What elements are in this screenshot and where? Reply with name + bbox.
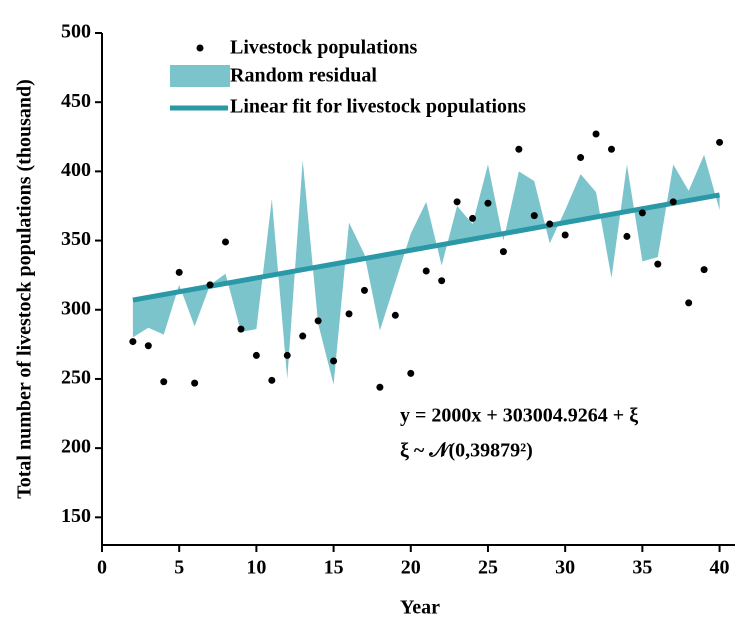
data-point: [283, 351, 291, 359]
data-point: [129, 338, 137, 346]
data-point: [360, 286, 368, 294]
x-tick-label: 30: [555, 557, 575, 579]
data-point: [438, 277, 446, 285]
data-point: [222, 238, 230, 246]
y-tick-label: 250: [61, 367, 91, 389]
data-point: [144, 342, 152, 350]
x-tick-label: 0: [97, 557, 107, 579]
data-point: [314, 317, 322, 325]
x-tick-label: 5: [174, 557, 184, 579]
fit-line: [132, 192, 721, 303]
data-point: [638, 209, 646, 217]
data-point: [299, 332, 307, 340]
x-axis-title: Year: [400, 597, 440, 619]
residual-band: [132, 154, 720, 385]
legend-label: Random residual: [230, 65, 377, 87]
data-point: [561, 231, 569, 239]
legend-label: Livestock populations: [230, 37, 417, 59]
y-tick-label: 400: [61, 159, 91, 181]
y-tick-label: 150: [61, 505, 91, 527]
data-point: [607, 145, 615, 153]
x-tick-label: 35: [632, 557, 652, 579]
y-tick-label: 500: [61, 21, 91, 43]
x-tick-label: 10: [246, 557, 266, 579]
data-point: [623, 232, 631, 240]
data-point: [376, 383, 384, 391]
data-point: [237, 325, 245, 333]
y-tick-label: 300: [61, 297, 91, 319]
data-point: [330, 357, 338, 365]
data-point: [268, 376, 276, 384]
equation: y = 2000x + 303004.9264 + ξ: [400, 405, 638, 427]
y-axis-title: Total number of livestock populations (t…: [14, 79, 36, 499]
legend-marker: [196, 44, 204, 52]
data-point: [716, 138, 724, 146]
data-point: [407, 369, 415, 377]
data-point: [654, 260, 662, 268]
data-point: [546, 220, 554, 228]
data-point: [469, 214, 477, 222]
x-tick-label: 25: [478, 557, 498, 579]
data-point: [515, 145, 523, 153]
data-point: [499, 248, 507, 256]
legend-marker: [170, 65, 230, 87]
data-point: [422, 267, 430, 275]
data-point: [700, 266, 708, 274]
data-point: [484, 199, 492, 207]
data-point: [577, 154, 585, 162]
data-point: [345, 310, 353, 318]
data-point: [592, 130, 600, 138]
distribution: ξ ~ 𝒩(0,39879²): [400, 440, 533, 462]
data-point: [669, 198, 677, 206]
data-point: [160, 378, 168, 386]
data-point: [391, 311, 399, 319]
x-tick-label: 20: [401, 557, 421, 579]
y-tick-label: 200: [61, 436, 91, 458]
data-point: [206, 281, 214, 289]
data-point: [685, 299, 693, 307]
data-point: [453, 198, 461, 206]
data-point: [530, 212, 538, 220]
y-tick-label: 450: [61, 90, 91, 112]
x-tick-label: 40: [710, 557, 730, 579]
legend-label: Linear fit for livestock populations: [230, 96, 526, 118]
x-tick-label: 15: [324, 557, 344, 579]
data-point: [191, 379, 199, 387]
data-point: [175, 268, 183, 276]
y-tick-label: 350: [61, 228, 91, 250]
data-point: [252, 351, 260, 359]
